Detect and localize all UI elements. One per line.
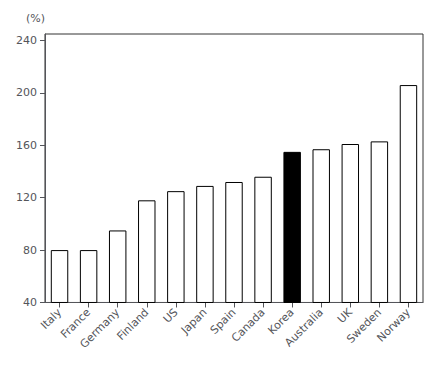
svg-text:US: US bbox=[161, 306, 181, 326]
svg-text:Norway: Norway bbox=[374, 306, 413, 345]
svg-text:Finland: Finland bbox=[114, 306, 151, 343]
svg-text:Spain: Spain bbox=[207, 305, 239, 337]
svg-text:80: 80 bbox=[23, 244, 37, 257]
svg-text:(%): (%) bbox=[26, 12, 45, 25]
svg-text:Sweden: Sweden bbox=[344, 305, 384, 346]
svg-text:Germany: Germany bbox=[77, 306, 122, 351]
svg-text:120: 120 bbox=[16, 191, 37, 204]
svg-text:France: France bbox=[58, 305, 94, 341]
svg-text:Korea: Korea bbox=[265, 305, 297, 338]
svg-text:240: 240 bbox=[16, 34, 37, 47]
svg-text:160: 160 bbox=[16, 139, 37, 152]
svg-text:Japan: Japan bbox=[178, 306, 210, 338]
svg-text:Canada: Canada bbox=[229, 306, 268, 345]
svg-text:40: 40 bbox=[23, 296, 37, 309]
svg-text:Italy: Italy bbox=[38, 305, 65, 332]
svg-text:200: 200 bbox=[16, 86, 37, 99]
svg-text:Australia: Australia bbox=[282, 306, 326, 350]
svg-text:UK: UK bbox=[335, 305, 356, 326]
